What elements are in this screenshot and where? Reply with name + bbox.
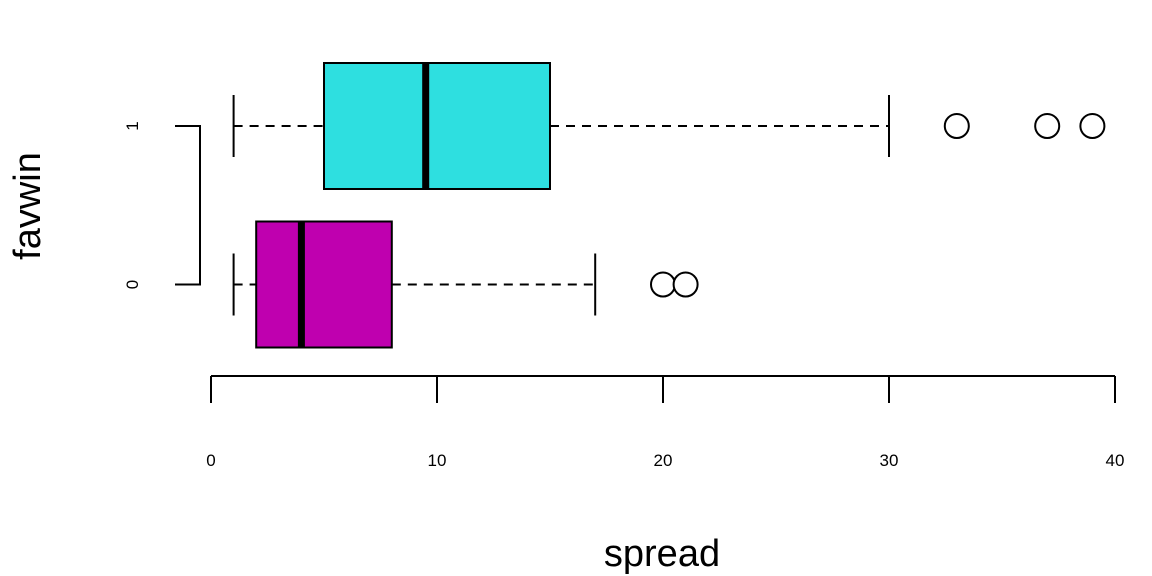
outlier-point [672,271,699,298]
box-group-1 [232,62,1106,190]
y-axis-title: favwin [7,152,49,260]
box [323,62,551,190]
x-tick-label: 0 [206,451,215,470]
outlier-point [1079,113,1106,139]
x-tick-label: 30 [880,451,899,470]
x-axis: 0 10 20 30 40 [206,375,1125,470]
outlier-point [650,271,676,298]
outlier-point [1034,113,1061,139]
group-bracket [175,125,201,286]
x-tick-label: 40 [1106,451,1125,470]
plot-area [175,62,1106,349]
box-group-0 [232,220,699,349]
y-axis-ticks: 01 [123,121,200,289]
x-axis-title: spread [604,533,720,575]
box [255,220,393,349]
y-tick-label: 0 [123,280,142,289]
x-tick-label: 10 [428,451,447,470]
outlier-point [943,113,970,139]
y-tick-label: 1 [123,121,142,130]
x-tick-label: 20 [654,451,673,470]
